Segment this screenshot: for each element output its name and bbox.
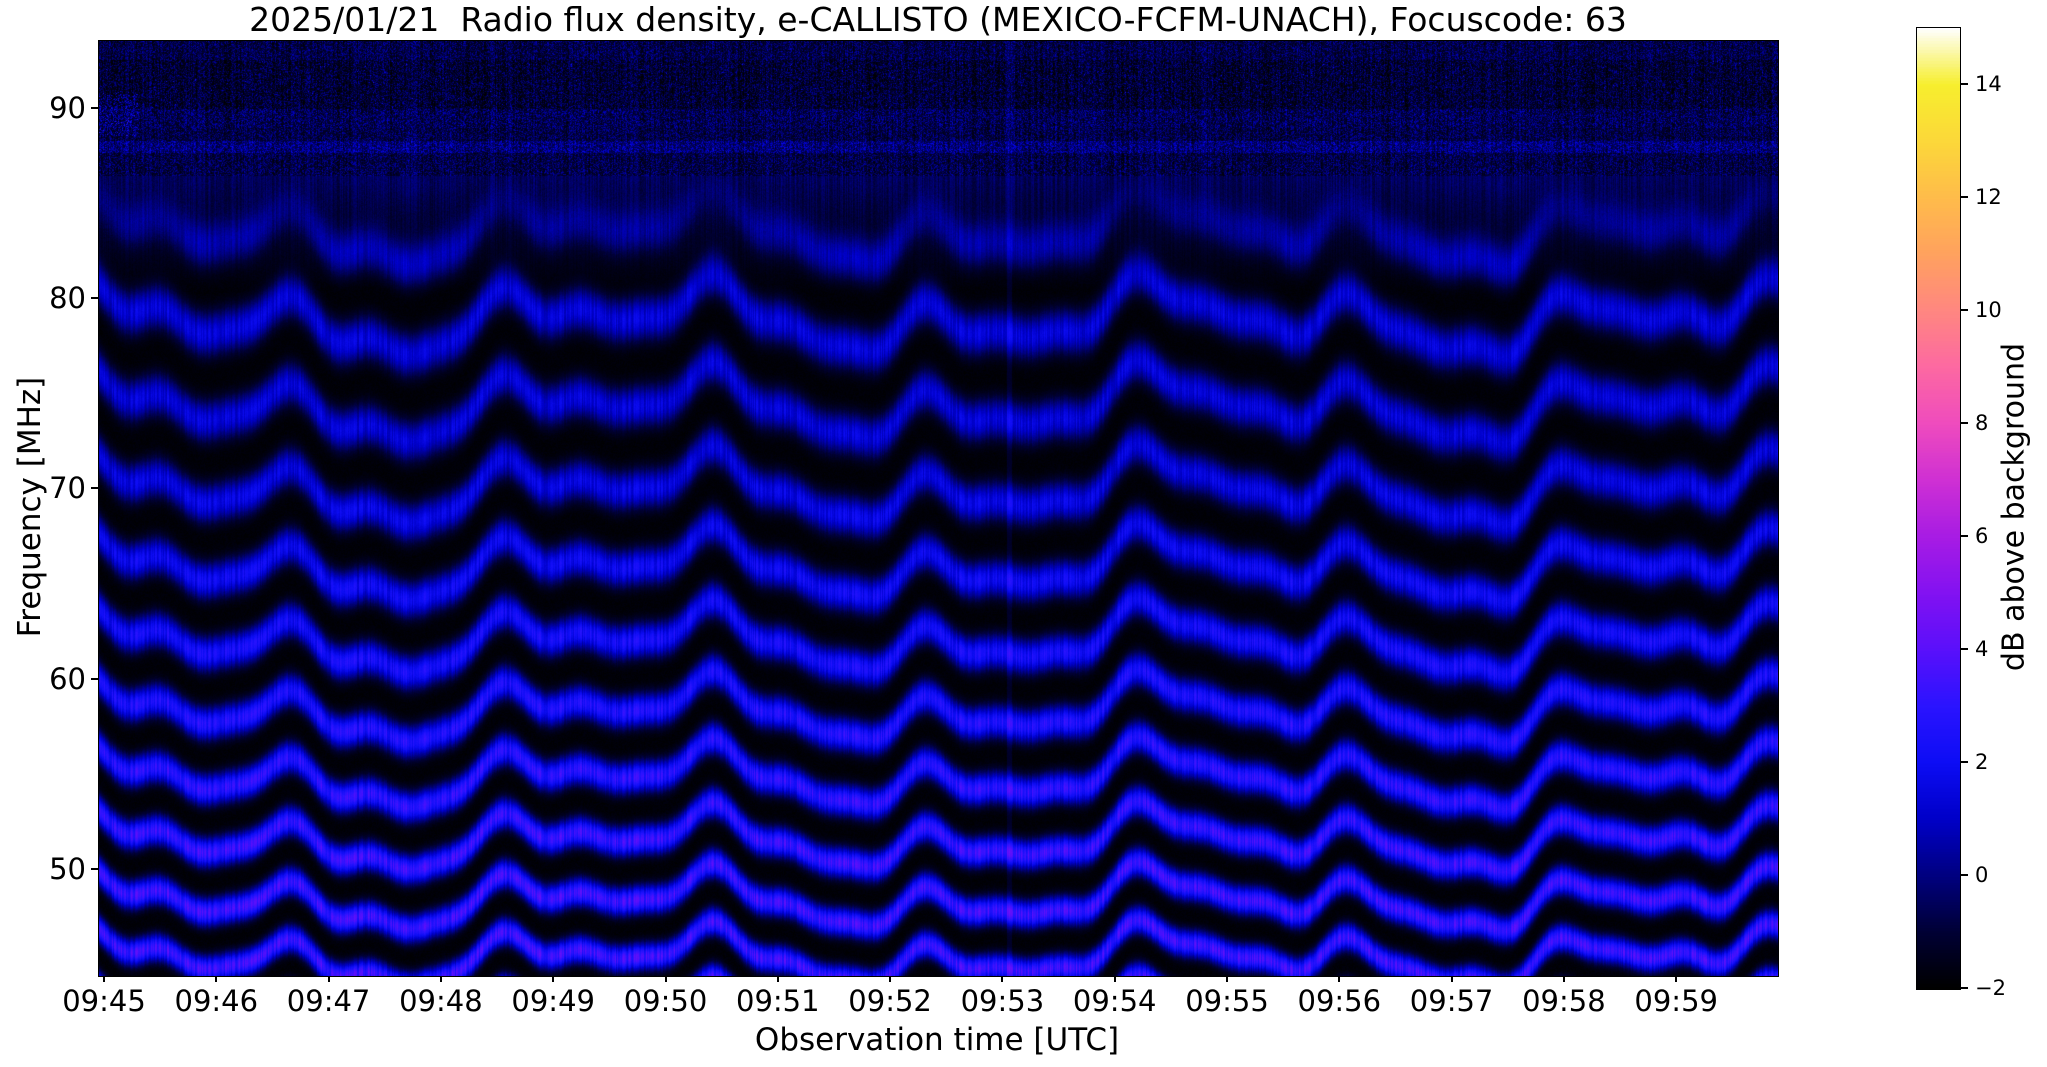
colorbar-tick-label: 14 [1975,71,2002,96]
x-tick-label: 09:52 [848,984,932,1018]
x-tick-label: 09:59 [1634,984,1718,1018]
colorbar-tick-mark [1961,421,1968,424]
x-tick-label: 09:53 [960,984,1045,1018]
y-tick-label: 80 [49,281,86,316]
x-tick-label: 09:46 [174,984,259,1018]
x-tick-label: 09:50 [623,984,708,1018]
colorbar-tick-mark [1961,82,1968,85]
colorbar-gradient-canvas [1917,28,1960,989]
colorbar-tick-label: 6 [1975,523,1989,548]
x-tick-mark [776,976,779,982]
x-tick-mark [439,976,442,982]
plot-area [98,40,1779,977]
x-tick-mark [1226,976,1228,982]
x-tick-mark [1562,976,1565,982]
x-axis-label: Observation time [UTC] [754,1022,1120,1058]
spectrogram-canvas [99,41,1778,976]
x-tick-label: 09:49 [511,984,595,1018]
y-tick-label: 50 [49,851,86,886]
x-tick-mark [552,976,555,982]
x-tick-label: 09:47 [286,984,371,1018]
chart-title: 2025/01/21 Radio flux density, e-CALLIST… [249,0,1627,39]
x-tick-label: 09:48 [399,984,483,1018]
x-tick-label: 09:54 [1072,984,1157,1018]
x-tick-mark [1675,976,1678,982]
x-tick-mark [215,976,218,982]
colorbar-tick-mark [1961,987,1968,989]
y-tick-label: 90 [49,91,86,126]
colorbar [1916,27,1961,990]
colorbar-tick-mark [1961,647,1968,650]
x-tick-label: 09:56 [1297,984,1382,1018]
x-tick-label: 09:45 [62,984,146,1018]
colorbar-tick-mark [1961,534,1968,537]
x-tick-label: 09:51 [736,984,820,1018]
colorbar-tick-label: 12 [1975,184,2002,209]
x-tick-mark [889,976,892,982]
y-tick-mark [91,677,98,680]
x-tick-mark [664,976,667,982]
y-tick-label: 70 [49,471,86,506]
colorbar-tick-mark [1961,760,1968,763]
colorbar-tick-mark [1961,308,1968,311]
y-tick-mark [91,297,98,300]
y-tick-label: 60 [49,661,86,696]
x-tick-label: 09:57 [1409,984,1494,1018]
y-axis-label: Frequency [MHz] [12,376,48,638]
colorbar-tick-mark [1961,873,1968,876]
y-tick-mark [91,867,98,870]
colorbar-tick-label: −2 [1975,976,2006,1000]
y-tick-mark [91,107,98,110]
x-tick-label: 09:58 [1522,984,1606,1018]
colorbar-tick-mark [1961,195,1968,198]
y-tick-mark [91,487,98,490]
colorbar-tick-label: 0 [1975,862,1989,887]
x-tick-mark [1113,976,1116,982]
x-tick-mark [103,976,105,982]
x-tick-mark [1001,976,1004,982]
colorbar-tick-label: 2 [1975,749,1989,774]
colorbar-tick-label: 10 [1975,297,2002,322]
colorbar-label: dB above background [1996,342,2032,672]
x-tick-mark [1338,976,1341,982]
x-tick-mark [1450,976,1453,982]
x-tick-mark [327,976,330,982]
colorbar-tick-label: 8 [1975,410,1989,435]
colorbar-tick-label: 4 [1975,636,1989,661]
x-tick-label: 09:55 [1185,984,1269,1018]
